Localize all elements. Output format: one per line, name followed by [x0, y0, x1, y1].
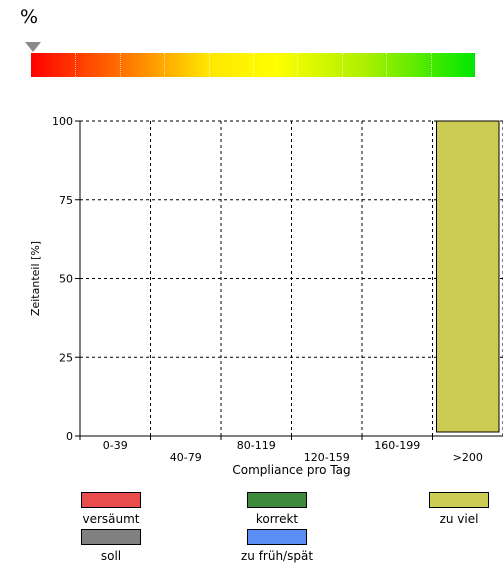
- legend-swatch: [247, 529, 307, 545]
- y-tick-labels: 0 25 50 75 100: [52, 115, 73, 443]
- bar->200: [436, 120, 500, 433]
- gradient-divider: [164, 53, 166, 77]
- y-axis-label: Zeitanteil [%]: [29, 241, 42, 316]
- y-tick-label: 0: [66, 430, 73, 443]
- chart-grid: [80, 120, 503, 436]
- x-tick-label: 120-159: [304, 451, 350, 464]
- x-tick-label: 0-39: [103, 439, 128, 452]
- gradient-divider: [75, 53, 77, 77]
- legend-label: soll: [100, 549, 122, 563]
- chart-axes: [75, 120, 503, 440]
- compliance-chart: 0 25 50 75 100 0-39 40-79 80-119 120-159 160-199…: [29, 115, 503, 477]
- legend-swatch: [81, 529, 141, 545]
- percent-label: %: [20, 6, 39, 28]
- compliance-gradient-bar: [31, 53, 475, 77]
- legend-item: soll: [66, 529, 156, 563]
- chart-bars: [436, 120, 500, 433]
- x-tick-label: >200: [453, 451, 483, 464]
- legend-swatch: [429, 492, 489, 508]
- x-tick-label: 80-119: [237, 439, 276, 452]
- x-axis-label: Compliance pro Tag: [232, 463, 350, 477]
- legend-swatch: [247, 492, 307, 508]
- y-tick-label: 50: [59, 273, 73, 286]
- x-tick-label: 160-199: [374, 439, 420, 452]
- legend-label: versäumt: [82, 512, 140, 526]
- legend-swatch: [81, 492, 141, 508]
- legend-item: zu viel: [414, 492, 503, 526]
- gradient-divider: [341, 53, 343, 77]
- x-tick-labels: 0-39 40-79 80-119 120-159 160-199 >200: [103, 439, 483, 464]
- gradient-divider: [119, 53, 121, 77]
- legend-label: zu früh/spät: [240, 549, 314, 563]
- gradient-divider: [208, 53, 210, 77]
- gradient-divider: [253, 53, 254, 77]
- legend-label: zu viel: [439, 512, 479, 526]
- legend-item: korrekt: [232, 492, 322, 526]
- gradient-marker-icon: [25, 42, 41, 52]
- y-tick-label: 25: [59, 351, 73, 364]
- gradient-divider: [430, 53, 432, 77]
- y-tick-label: 75: [59, 194, 73, 207]
- gradient-divider: [297, 53, 299, 77]
- x-tick-label: 40-79: [170, 451, 202, 464]
- gradient-divider: [386, 53, 388, 77]
- legend-item: zu früh/spät: [232, 529, 322, 563]
- legend-item: versäumt: [66, 492, 156, 526]
- y-tick-label: 100: [52, 115, 73, 128]
- legend-label: korrekt: [255, 512, 299, 526]
